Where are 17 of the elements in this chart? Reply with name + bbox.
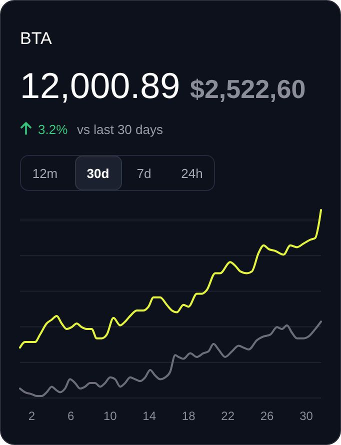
x-tick-label: 22 <box>221 409 235 423</box>
x-tick-label: 18 <box>182 409 196 423</box>
text: 7d <box>136 166 152 181</box>
x-tick-label: 6 <box>68 409 75 423</box>
x-tick-label: 10 <box>103 409 118 423</box>
x-tick-label: 14 <box>142 409 156 423</box>
text: $2,522,60 <box>190 74 306 104</box>
chart-title: BTA <box>20 29 52 48</box>
x-tick-label: 30 <box>300 409 314 423</box>
text: 30d <box>86 166 110 181</box>
text: 12,000.89 <box>20 65 180 106</box>
x-tick-label: 26 <box>260 409 274 423</box>
text: vs last 30 days <box>77 122 164 137</box>
text: 3.2% <box>38 122 68 137</box>
text: 12m <box>32 166 58 181</box>
x-tick-label: 2 <box>28 409 36 423</box>
text: 24h <box>181 166 203 181</box>
